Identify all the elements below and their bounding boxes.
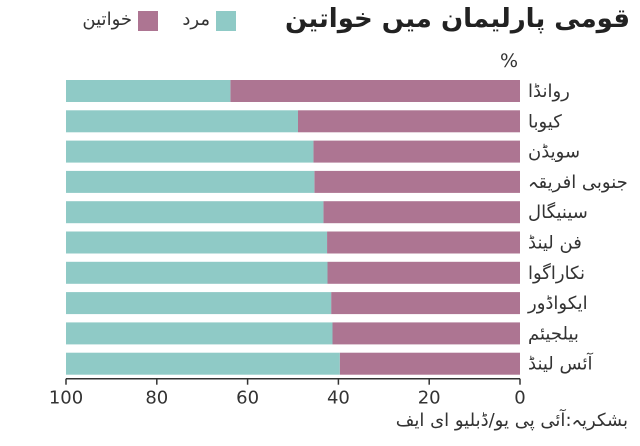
category-label-0: روانڈا — [528, 81, 570, 102]
category-label-8: بیلجیئم — [528, 323, 579, 344]
bar-women-2 — [313, 140, 520, 163]
source-note: بشکریہ:آئی پی یو/ڈبلیو ای ایف — [395, 410, 628, 431]
category-label-7: ایکواڈور — [527, 293, 588, 314]
legend-swatch-men — [216, 11, 236, 31]
bar-women-7 — [331, 292, 520, 315]
chart-title: قومی پارلیمان میں خواتین — [285, 4, 630, 34]
legend-label-men: مرد — [182, 9, 210, 30]
legend: مرد خواتین — [56, 9, 236, 34]
bar-men-1 — [66, 110, 298, 133]
x-tick-label-0: 100 — [49, 388, 83, 409]
legend-label-women: خواتین — [82, 9, 132, 30]
legend-swatch-women — [138, 11, 158, 31]
bar-men-6 — [66, 261, 328, 284]
bar-women-1 — [297, 110, 520, 133]
x-tick-label-4: 20 — [418, 388, 441, 409]
category-label-4: سینیگال — [528, 201, 588, 223]
x-tick-label-2: 60 — [236, 388, 259, 409]
bar-men-7 — [66, 292, 332, 315]
category-label-5: فن لینڈ — [528, 233, 582, 254]
category-label-9: آئس لینڈ — [528, 352, 593, 375]
bar-men-3 — [66, 170, 315, 193]
x-tick-label-5: 0 — [514, 388, 525, 409]
bar-men-9 — [66, 352, 340, 375]
unit-label: % — [500, 50, 519, 72]
bar-women-4 — [323, 201, 520, 224]
category-label-2: سویڈن — [528, 142, 580, 163]
bar-women-6 — [327, 261, 520, 284]
bar-women-0 — [230, 80, 520, 102]
x-tick-label-1: 80 — [145, 388, 168, 409]
bar-women-3 — [314, 170, 520, 193]
bar-women-9 — [339, 352, 520, 375]
bar-men-5 — [66, 231, 328, 254]
category-label-3: جنوبی افریقہ — [528, 172, 628, 193]
bar-men-4 — [66, 201, 324, 224]
x-tick-label-3: 40 — [327, 388, 350, 409]
bar-men-8 — [66, 322, 333, 345]
bar-men-2 — [66, 140, 314, 163]
category-label-6: نکاراگوا — [528, 262, 585, 284]
bar-women-5 — [327, 231, 520, 254]
category-label-1: کیوبا — [528, 111, 562, 132]
bar-men-0 — [66, 80, 231, 102]
bar-women-8 — [332, 322, 520, 345]
